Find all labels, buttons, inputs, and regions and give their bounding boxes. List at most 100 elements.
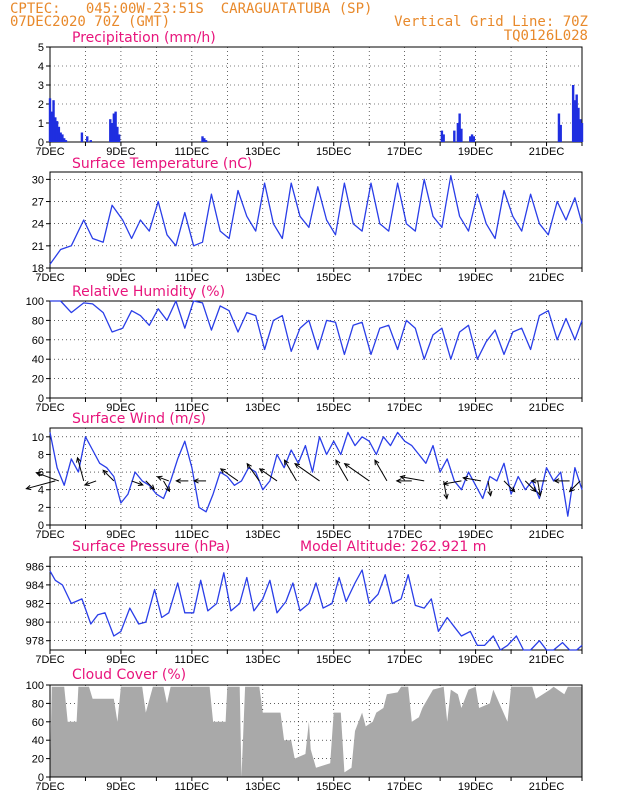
wind-arrow-head xyxy=(530,486,537,493)
x-tick-label: 15DEC xyxy=(316,402,352,414)
wind-arrow xyxy=(157,476,169,482)
wind-arrow xyxy=(569,480,581,492)
wind-arrow-head xyxy=(530,478,537,484)
wind-arrow xyxy=(163,480,170,492)
panel-frame xyxy=(49,684,583,778)
wind-arrow-head xyxy=(192,478,199,484)
y-tick-label: 2 xyxy=(38,502,44,514)
wind-arrow-head xyxy=(374,459,380,466)
wind-arrow-head xyxy=(509,486,516,493)
x-tick-label: 7DEC xyxy=(35,654,64,666)
x-tick-label: 9DEC xyxy=(106,146,135,158)
x-tick-label: 15DEC xyxy=(316,272,352,284)
x-tick-label: 17DEC xyxy=(387,272,423,284)
wind-arrow-head xyxy=(294,463,300,469)
wind-arrow-head xyxy=(568,486,575,493)
y-tick-label: 80 xyxy=(32,698,44,710)
x-tick-label: 21DEC xyxy=(529,402,565,414)
series-line xyxy=(49,569,583,651)
wind-arrow xyxy=(487,480,492,496)
y-tick-label: 6 xyxy=(38,467,44,479)
x-tick-label: 13DEC xyxy=(245,529,281,541)
panel-title: Cloud Cover (%) xyxy=(72,667,186,683)
y-tick-label: 2 xyxy=(38,99,44,111)
x-tick-label: 15DEC xyxy=(316,529,352,541)
x-tick-label: 13DEC xyxy=(245,146,281,158)
y-tick-label: 80 xyxy=(32,315,44,327)
y-tick-label: 0 xyxy=(38,393,44,405)
precip-bar xyxy=(117,134,121,142)
precip-bar xyxy=(110,123,114,142)
y-tick-label: 24 xyxy=(32,219,44,231)
y-tick-label: 30 xyxy=(32,174,44,186)
precip-bar xyxy=(456,123,460,142)
y-tick-label: 986 xyxy=(26,561,44,573)
wind-arrow xyxy=(145,480,155,490)
wind-arrow xyxy=(443,480,462,485)
precip-bar xyxy=(55,121,59,142)
precip-bar xyxy=(442,134,445,142)
wind-arrow xyxy=(400,476,425,482)
y-tick-label: 18 xyxy=(32,263,44,275)
precip-bar xyxy=(204,140,208,142)
wind-arrow xyxy=(294,463,320,482)
x-tick-label: 17DEC xyxy=(387,781,423,793)
panel-frame xyxy=(49,46,583,143)
cloud-cover-area xyxy=(50,686,582,777)
precip-bar xyxy=(577,107,580,142)
precip-bar xyxy=(203,138,206,142)
wind-arrow xyxy=(131,480,144,486)
precip-bar xyxy=(64,140,68,142)
precip-bar xyxy=(579,119,582,142)
wind-arrow-head xyxy=(165,486,171,493)
header-code: TQ0126L028 xyxy=(503,28,588,44)
wind-arrow-head xyxy=(246,462,252,469)
wind-arrow-head xyxy=(487,490,493,497)
y-tick-label: 27 xyxy=(32,197,44,209)
x-tick-label: 11DEC xyxy=(175,402,210,414)
x-tick-label: 15DEC xyxy=(316,146,352,158)
x-tick-label: 11DEC xyxy=(175,146,210,158)
x-tick-label: 19DEC xyxy=(458,781,494,793)
y-tick-label: 0 xyxy=(38,520,44,532)
x-tick-label: 11DEC xyxy=(175,272,210,284)
wind-arrow-head xyxy=(258,468,265,474)
wind-arrow-head xyxy=(149,484,156,491)
x-tick-label: 7DEC xyxy=(35,529,64,541)
precip-bar xyxy=(86,136,89,142)
precip-bar xyxy=(557,113,561,142)
wind-arrow xyxy=(102,469,115,482)
y-tick-label: 40 xyxy=(32,735,44,747)
x-tick-label: 13DEC xyxy=(245,402,281,414)
x-tick-label: 17DEC xyxy=(387,402,423,414)
y-tick-label: 60 xyxy=(32,717,44,729)
wind-arrow-head xyxy=(175,478,182,484)
x-tick-label: 7DEC xyxy=(35,402,64,414)
wind-arrow xyxy=(36,472,60,482)
y-tick-label: 20 xyxy=(32,754,44,766)
precip-bar xyxy=(80,132,84,142)
y-tick-label: 4 xyxy=(38,485,44,497)
precip-bar xyxy=(57,126,61,142)
wind-arrow xyxy=(463,477,482,482)
wind-arrow-head xyxy=(443,493,449,500)
x-tick-label: 13DEC xyxy=(245,272,281,284)
y-tick-label: 100 xyxy=(26,680,44,692)
precip-bar xyxy=(201,136,204,142)
precip-bar xyxy=(48,98,52,142)
x-tick-label: 9DEC xyxy=(106,272,135,284)
precip-bar xyxy=(440,130,444,142)
precip-bar xyxy=(470,134,474,142)
x-tick-label: 21DEC xyxy=(529,146,565,158)
precip-bar xyxy=(559,124,562,142)
precip-bar xyxy=(114,111,117,142)
x-tick-label: 7DEC xyxy=(35,272,64,284)
panel-title: Surface Wind (m/s) xyxy=(72,411,206,427)
header-station: CPTEC: 045:00W-23:51S CARAGUATATUBA (SP) xyxy=(10,1,373,17)
wind-arrow-head xyxy=(553,478,560,484)
wind-arrow xyxy=(76,457,85,482)
precip-bar xyxy=(458,113,461,142)
precip-bar xyxy=(472,136,476,142)
wind-arrow xyxy=(344,463,370,482)
